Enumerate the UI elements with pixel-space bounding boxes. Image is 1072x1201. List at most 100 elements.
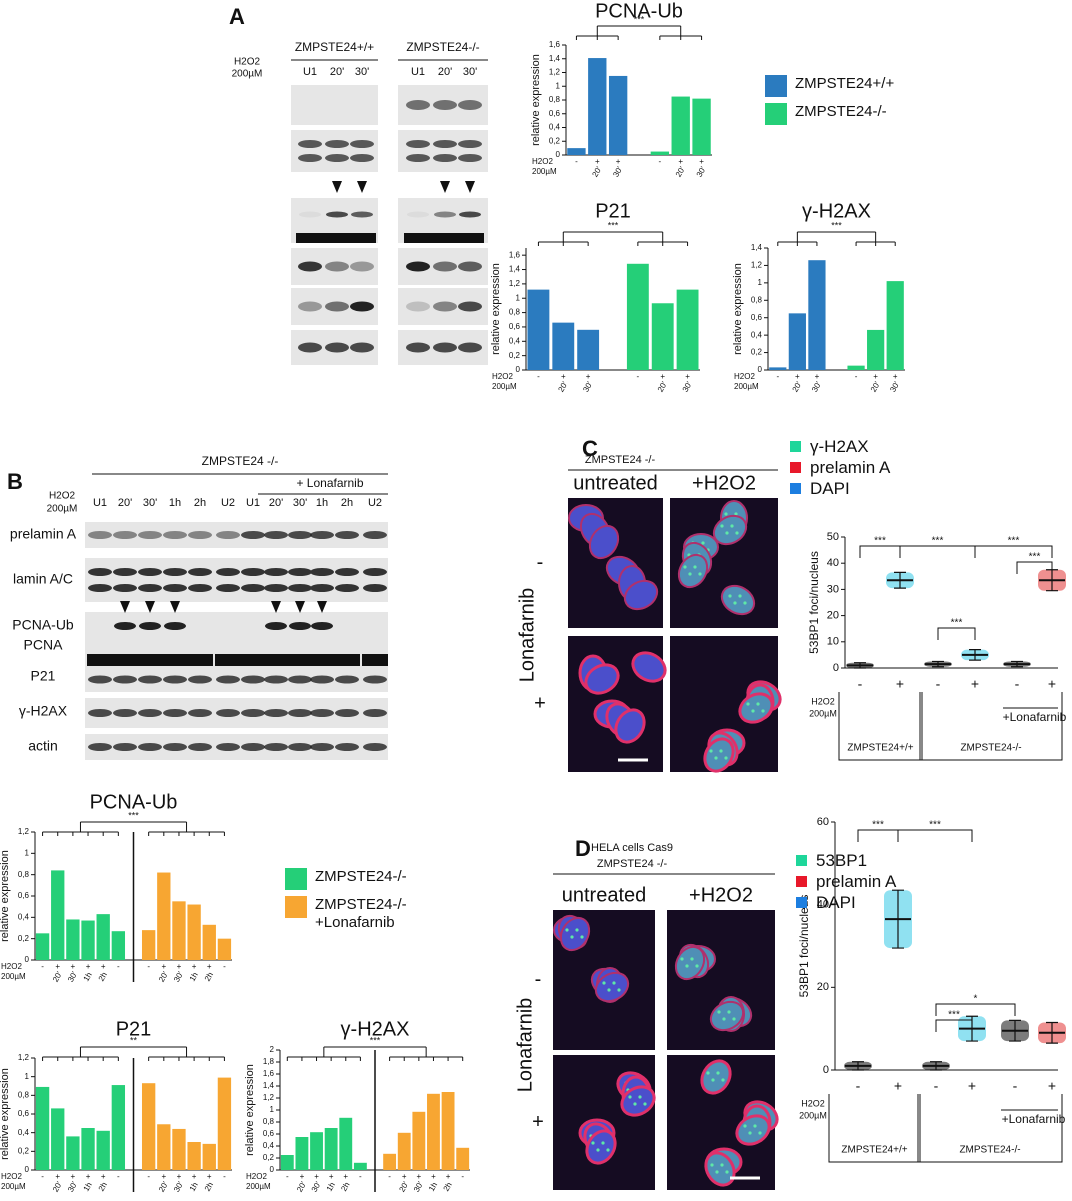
y-tick-label: 40 <box>817 899 829 911</box>
bar <box>324 1128 338 1170</box>
x-row-label: 200µM <box>734 382 759 391</box>
band <box>335 709 359 717</box>
focus <box>743 601 747 605</box>
group-box <box>917 1094 1063 1163</box>
band <box>216 743 240 751</box>
arrowhead <box>440 181 450 193</box>
significance: *** <box>1008 536 1020 547</box>
significance: *** <box>634 14 645 24</box>
focus <box>720 1163 724 1167</box>
y-tick-label: 0,6 <box>751 313 763 322</box>
significance: *** <box>831 220 842 230</box>
y-tick-label: 0,8 <box>18 1090 30 1099</box>
band <box>188 568 212 576</box>
band <box>113 743 137 751</box>
legend-text: 53BP1 <box>816 850 868 870</box>
x-tick-label: + <box>1048 1078 1056 1094</box>
lane-label: 20' <box>269 497 283 509</box>
lane-label: 1h <box>169 497 181 509</box>
legend-swatch <box>796 897 807 908</box>
bar <box>588 58 607 155</box>
y-tick-label: 50 <box>827 531 839 543</box>
x-tick-label: - <box>461 1172 464 1181</box>
x-tick-label: + <box>1048 676 1056 692</box>
bar <box>202 924 216 960</box>
band <box>113 675 137 684</box>
x-tick-label: 30' <box>611 165 624 179</box>
band <box>406 154 430 162</box>
bar <box>51 1108 65 1170</box>
band <box>309 654 335 666</box>
chart-title: γ-H2AX <box>341 1018 410 1040</box>
bar <box>187 1142 201 1170</box>
y-tick-label: 0,6 <box>549 109 561 118</box>
focus <box>743 1124 747 1128</box>
band <box>114 622 136 630</box>
x-tick-label: 20' <box>590 165 603 179</box>
legend: ZMPSTE24+/+ ZMPSTE24-/- <box>765 75 894 131</box>
focus <box>724 756 728 760</box>
x-tick-label: 30' <box>581 380 594 394</box>
image-legend: γ-H2AX prelamin A DAPI <box>790 436 890 499</box>
x-tick-label: + <box>101 962 106 971</box>
y-tick-label: 0 <box>823 1064 829 1076</box>
band <box>288 568 312 576</box>
x-tick-label: + <box>968 1078 976 1094</box>
focus <box>580 935 584 939</box>
bar <box>35 1086 50 1170</box>
lane-label: 20' <box>330 66 344 78</box>
bar <box>626 263 649 370</box>
x-tick-label: - <box>537 372 540 381</box>
bar <box>567 148 586 155</box>
band <box>459 211 481 218</box>
bar <box>187 904 201 960</box>
x-tick-label: + <box>446 1172 451 1181</box>
band <box>363 675 387 684</box>
bar <box>202 1143 216 1170</box>
y-tick-label: 0 <box>556 150 561 159</box>
band <box>458 301 482 312</box>
focus <box>714 756 718 760</box>
band <box>299 211 321 218</box>
band <box>265 622 287 630</box>
legend-text: ZMPSTE24-/- <box>315 868 407 885</box>
y-tick-label: 0,4 <box>549 123 561 132</box>
legend-entry: ZMPSTE24-/- <box>285 868 407 890</box>
x-tick-label: 1h <box>82 971 94 983</box>
x-row-label: 200µM <box>809 708 837 718</box>
x-tick-label: - <box>223 962 226 971</box>
arrowhead <box>170 601 180 613</box>
band <box>407 211 429 218</box>
y-tick-label: 0 <box>25 1165 30 1174</box>
band <box>433 342 457 353</box>
band <box>334 654 360 666</box>
lane-label: 20' <box>438 66 452 78</box>
band <box>88 709 112 717</box>
legend-entry: ZMPSTE24-/- +Lonafarnib <box>285 896 407 932</box>
legend-entry: 53BP1 <box>796 850 896 871</box>
x-tick-label: 30' <box>310 1180 323 1194</box>
legend-text: DAPI <box>810 478 850 498</box>
band <box>325 140 349 148</box>
x-tick-label: - <box>286 1172 289 1181</box>
y-axis-label: 53BP1 foci/nucleus <box>797 895 811 998</box>
comparison-bracket <box>974 545 1053 558</box>
focus <box>706 1071 710 1075</box>
focus <box>735 531 739 535</box>
comparison-bracket <box>859 545 901 558</box>
band <box>433 301 457 312</box>
band <box>112 654 138 666</box>
x-tick-label: - <box>147 962 150 971</box>
lane-label: 30' <box>293 497 307 509</box>
x-tick-label: + <box>86 962 91 971</box>
band <box>406 342 430 353</box>
band <box>456 233 484 243</box>
blot-row-label: prelamin A <box>10 526 77 542</box>
y-tick-label: 0,4 <box>18 912 30 921</box>
focus <box>701 541 705 545</box>
bar <box>412 1111 426 1170</box>
x-tick-label: + <box>402 1172 407 1181</box>
x-row-label: H2O2 <box>532 157 553 166</box>
band <box>298 261 322 272</box>
legend-swatch <box>790 483 801 494</box>
